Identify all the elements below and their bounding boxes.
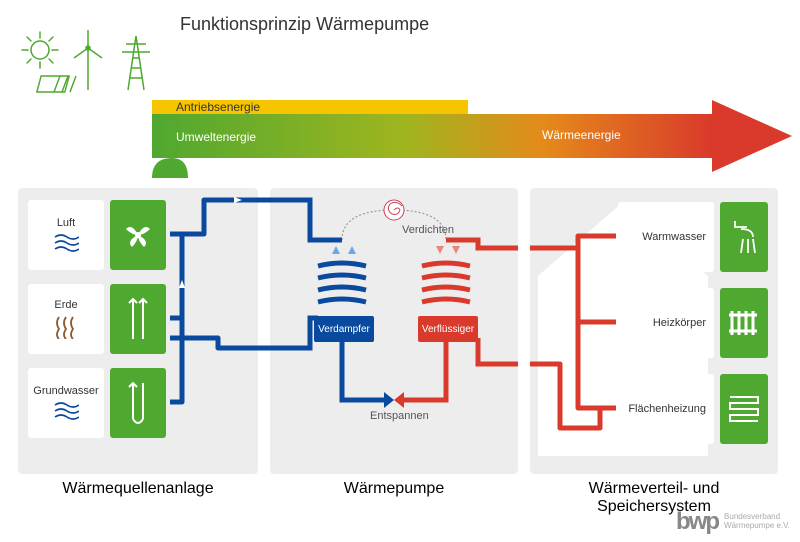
source-label: Erde	[54, 299, 77, 311]
diagram-panels: Luft Erde Grundwasser	[18, 188, 782, 474]
bwp-logo: bwp	[676, 508, 718, 536]
env-energy-label: Umweltenergie	[176, 130, 256, 144]
shower-icon-box	[720, 202, 768, 272]
shower-icon	[729, 217, 759, 257]
drive-energy-label: Antriebsenergie	[176, 100, 260, 114]
evaporator-box: Verdampfer	[314, 316, 374, 342]
expand-label: Entspannen	[370, 410, 429, 422]
dest-row-warmwasser: Warmwasser	[618, 202, 768, 272]
source-row-luft: Luft	[28, 198, 258, 272]
caption-left: Wärmequellenanlage	[18, 480, 258, 516]
fan-icon	[120, 217, 156, 253]
geothermal-icon	[123, 295, 153, 343]
heat-energy-label: Wärmeenergie	[542, 128, 621, 142]
source-box-grundwasser: Grundwasser	[28, 368, 104, 438]
caption-mid: Wärmepumpe	[270, 480, 518, 516]
dest-box-heizkoerper: Heizkörper	[618, 288, 714, 358]
renewable-energy-icons	[18, 28, 158, 108]
compress-label: Verdichten	[402, 224, 454, 236]
dest-box-warmwasser: Warmwasser	[618, 202, 714, 272]
dest-row-heizkoerper: Heizkörper	[618, 288, 768, 358]
dest-box-flaechenheizung: Flächenheizung	[618, 374, 714, 444]
source-row-grundwasser: Grundwasser	[28, 366, 258, 440]
source-box-erde: Erde	[28, 284, 104, 354]
source-row-erde: Erde	[28, 282, 258, 356]
brand-text: Bundesverband Wärmepumpe e.V.	[724, 513, 790, 531]
source-box-luft: Luft	[28, 200, 104, 270]
radiator-icon	[727, 305, 761, 341]
fan-icon-box	[110, 200, 166, 270]
brand-footer: bwp Bundesverband Wärmepumpe e.V.	[676, 508, 790, 536]
energy-flow-arrow: Antriebsenergie Umweltenergie Wärmeenerg…	[152, 100, 752, 170]
earth-icon	[53, 315, 79, 339]
dest-row-flaechenheizung: Flächenheizung	[618, 374, 768, 444]
air-icon	[53, 233, 79, 253]
floorheating-icon-box	[720, 374, 768, 444]
radiator-icon-box	[720, 288, 768, 358]
well-icon-box	[110, 368, 166, 438]
source-label: Luft	[57, 217, 75, 229]
heatpump-panel: Verdampfer Verflüssiger Verdichten Entsp…	[270, 188, 518, 474]
dest-label: Heizkörper	[653, 317, 706, 329]
floor-icon	[726, 391, 762, 427]
condenser-box: Verflüssiger	[418, 316, 478, 342]
well-icon	[123, 379, 153, 427]
dest-label: Flächenheizung	[628, 403, 706, 415]
distribution-panel: Warmwasser Heizkörper Flächenheizung	[530, 188, 778, 474]
refrigerant-cycle	[270, 188, 518, 474]
brand-line2: Wärmepumpe e.V.	[724, 522, 790, 531]
panel-captions-row: Wärmequellenanlage Wärmepumpe Wärmeverte…	[18, 480, 782, 516]
source-panel: Luft Erde Grundwasser	[18, 188, 258, 474]
diagram-title: Funktionsprinzip Wärmepumpe	[180, 14, 429, 35]
geothermal-icon-box	[110, 284, 166, 354]
dest-label: Warmwasser	[642, 231, 706, 243]
source-label: Grundwasser	[33, 385, 98, 397]
water-icon	[53, 401, 79, 421]
